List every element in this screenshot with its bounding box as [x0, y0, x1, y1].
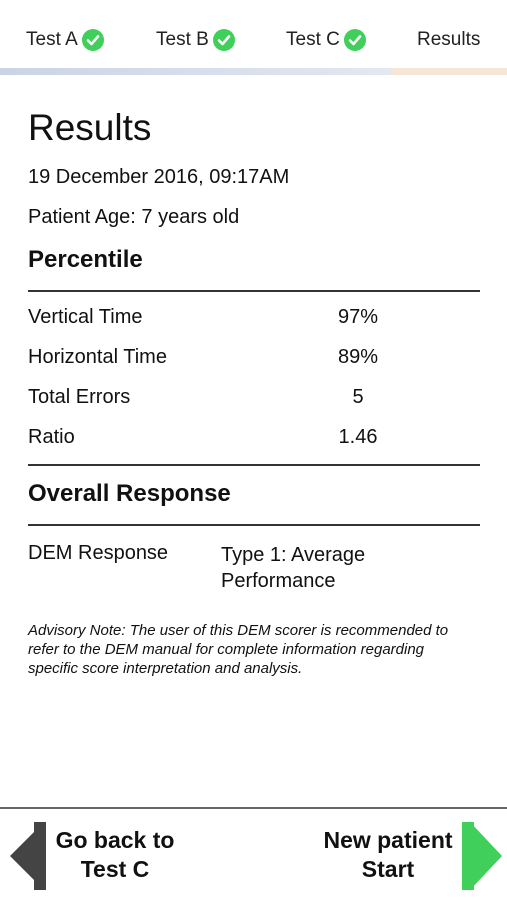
stat-value: 1.46 — [338, 426, 378, 448]
result-date: 19 December 2016, 09:17AM — [28, 166, 290, 188]
check-circle-icon — [81, 29, 104, 51]
new-patient-label-line1: New patient — [323, 827, 453, 853]
tab-test-b[interactable]: Test B — [156, 26, 235, 54]
tab-test-c-label: Test C — [286, 29, 340, 50]
patient-age: Patient Age: 7 years old — [28, 206, 240, 228]
stat-label: Horizontal Time — [28, 346, 167, 368]
divider — [28, 290, 480, 292]
tab-test-a-label: Test A — [26, 29, 78, 50]
go-back-label-line2: Test C — [80, 856, 150, 882]
dem-response-label: DEM Response — [28, 542, 169, 564]
new-patient-label: New patient Start — [318, 826, 458, 884]
stat-label: Total Errors — [28, 386, 131, 408]
tab-bar: Test A Test B Test C Results — [0, 0, 507, 76]
tab-results[interactable]: Results — [417, 26, 480, 54]
divider — [28, 464, 480, 466]
go-back-label: Go back to Test C — [50, 826, 180, 884]
results-content: Results 19 December 2016, 09:17AM Patien… — [28, 100, 480, 677]
stat-row-horizontal-time: Horizontal Time 89% — [28, 346, 480, 376]
tab-test-a[interactable]: Test A — [26, 26, 104, 54]
check-circle-icon — [212, 29, 235, 51]
dem-response-value-line2: Performance — [221, 570, 336, 592]
new-patient-button[interactable]: New patient Start — [318, 818, 502, 890]
page-title: Results — [28, 107, 152, 148]
stat-value: 89% — [337, 346, 379, 368]
bottom-divider — [0, 807, 507, 809]
divider — [28, 524, 480, 526]
percentile-heading: Percentile — [28, 246, 143, 273]
stat-row-ratio: Ratio 1.46 — [28, 426, 480, 456]
tab-active-underline — [392, 68, 507, 75]
stat-value: 97% — [337, 306, 379, 328]
stat-row-total-errors: Total Errors 5 — [28, 386, 480, 416]
tab-progress-underline — [0, 68, 392, 75]
overall-response-heading: Overall Response — [28, 480, 231, 507]
go-back-label-line1: Go back to — [55, 827, 175, 853]
dem-response-value-line1: Type 1: Average — [221, 544, 366, 566]
tab-test-b-label: Test B — [156, 29, 209, 50]
stat-row-vertical-time: Vertical Time 97% — [28, 306, 480, 336]
go-back-button[interactable]: Go back to Test C — [10, 818, 180, 890]
next-arrow-icon — [470, 822, 502, 890]
back-arrow-icon-bar — [34, 822, 46, 890]
stat-label: Vertical Time — [28, 306, 143, 328]
advisory-note: Advisory Note: The user of this DEM scor… — [28, 622, 449, 677]
tab-results-label: Results — [417, 29, 481, 50]
stat-label: Ratio — [28, 426, 75, 448]
tab-test-c[interactable]: Test C — [286, 26, 366, 54]
check-circle-icon — [343, 29, 366, 51]
stat-value: 5 — [352, 386, 364, 408]
dem-response-value: Type 1: Average Performance — [221, 542, 421, 594]
new-patient-label-line2: Start — [361, 856, 415, 882]
